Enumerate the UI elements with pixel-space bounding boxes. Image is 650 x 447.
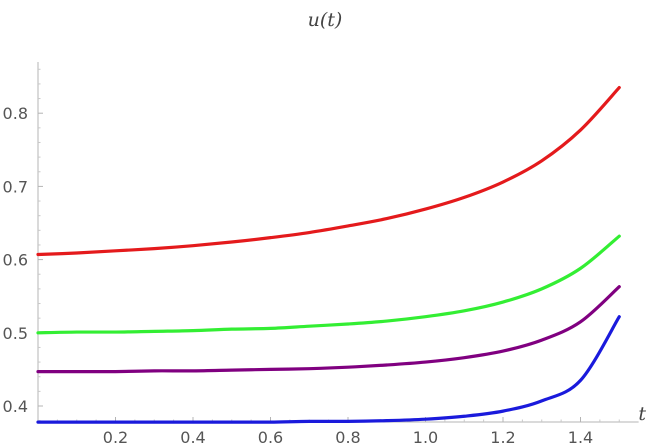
x-tick-label: 0.2	[103, 428, 128, 447]
series-line-2	[36, 234, 621, 335]
x-tick-label: 0.4	[180, 428, 205, 447]
x-tick-label: 0.6	[258, 428, 283, 447]
y-tick-label: 0.6	[3, 251, 28, 270]
y-tick-label: 0.7	[3, 177, 28, 196]
series-line-3	[36, 285, 621, 374]
y-tick-label: 0.4	[3, 397, 28, 416]
y-tick-label: 0.8	[3, 104, 28, 123]
x-tick-label: 1.4	[568, 428, 593, 447]
chart-title: u(t)	[308, 9, 343, 31]
x-tick-label: 1.2	[490, 428, 515, 447]
x-tick-label: 0.8	[335, 428, 360, 447]
series-line-4	[36, 315, 621, 424]
x-axis-label: t	[638, 403, 646, 425]
series-line-1	[36, 85, 621, 257]
y-tick-label: 0.5	[3, 324, 28, 343]
x-tick-label: 1.0	[413, 428, 438, 447]
plot-area	[36, 85, 621, 424]
axes: 0.2 0.4 0.6 0.8 1.0 1.2 1.4 0.4 0.5 0.6 0.7 0.8	[3, 61, 639, 447]
